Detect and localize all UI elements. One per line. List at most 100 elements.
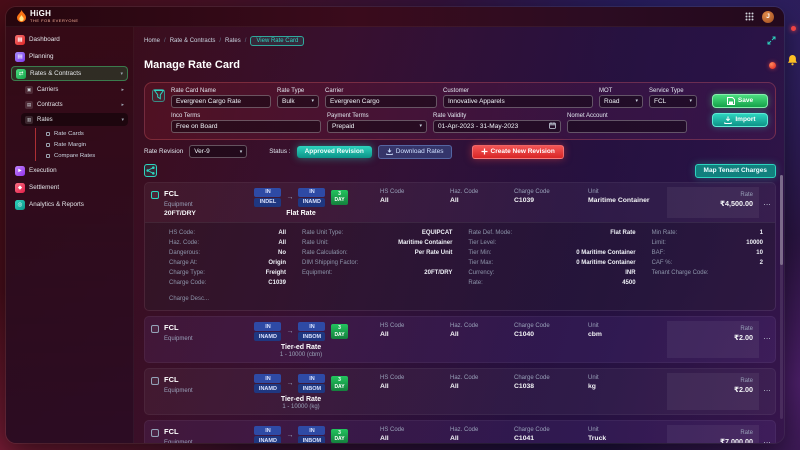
rate-row[interactable]: FCL Equipment 20FT/DRY IN INDEL — [144, 181, 776, 312]
rate-revision-select[interactable]: Ver-9 ▾ — [189, 145, 248, 159]
row-checkbox[interactable] — [151, 325, 159, 334]
row-menu-button[interactable]: ⋯ — [763, 199, 771, 209]
breadcrumb-rates[interactable]: Rates — [225, 38, 241, 44]
unit-value: Truck — [588, 435, 607, 443]
apps-grid-icon[interactable] — [745, 8, 754, 26]
sidebar-item-execution[interactable]: ► Execution — [11, 163, 128, 178]
carrier-input[interactable] — [325, 94, 437, 108]
detail-label: Haz. Code: — [169, 240, 200, 247]
field-label: Nomet Account — [567, 112, 608, 119]
rate-detail-panel: HS Code: All Haz. Code: All Dangerous: No C… — [145, 222, 775, 311]
rate-value: ₹2.00 — [734, 385, 753, 395]
detail-value: Flat Rate — [610, 230, 636, 237]
equipment-label: Equipment — [164, 336, 193, 343]
row-checkbox[interactable] — [151, 429, 159, 438]
unit-value: Maritime Container — [588, 196, 650, 204]
share-button[interactable] — [144, 164, 157, 178]
notification-bell-icon[interactable] — [787, 53, 798, 71]
notification-dot — [791, 26, 796, 31]
sidebar-item-rate-cards[interactable]: Rate Cards — [42, 128, 128, 139]
origin-country-badge: IN — [254, 374, 282, 384]
sidebar-item-label: Dashboard — [29, 36, 60, 43]
sidebar-item-rates[interactable]: ▥ Rates ▾ — [21, 113, 128, 126]
field-rate-type: Rate Type Bulk ▾ — [277, 88, 319, 108]
sidebar: ▦ Dashboard ▤ Planning ⇄ Rates & Contrac… — [6, 27, 134, 443]
detail-label: Tier Level: — [468, 240, 497, 247]
sidebar-item-dashboard[interactable]: ▦ Dashboard — [11, 32, 128, 47]
chevron-right-icon: ▸ — [121, 86, 124, 93]
customer-input[interactable] — [443, 94, 593, 108]
sidebar-item-rate-margin[interactable]: Rate Margin — [42, 139, 128, 150]
payment-terms-select[interactable]: Prepaid ▾ — [327, 119, 427, 133]
app-window: HiGH THE FOB EVERYONE J ▦ Dashboard ▤ Pl… — [6, 7, 784, 443]
download-rates-label: Download Rates — [395, 148, 444, 156]
field-label: Rate Validity — [433, 112, 467, 119]
lane-arrow-icon: → — [286, 380, 294, 388]
sidebar-item-label: Carriers — [37, 86, 59, 93]
bullet-icon — [46, 153, 50, 158]
mot-select[interactable]: Road ▾ — [599, 94, 643, 108]
rate-revision-label: Rate Revision — [144, 148, 184, 156]
transit-time-badge: 3 DAY — [331, 324, 348, 339]
app-logo[interactable]: HiGH THE FOB EVERYONE — [16, 10, 79, 23]
unit-label: Unit — [588, 323, 599, 330]
sidebar-item-label: Execution — [29, 167, 57, 174]
rate-row[interactable]: FCL Equipment IN INAMD → — [144, 368, 776, 416]
rate-row[interactable]: FCL Equipment DRY VAN IN INAMD — [144, 420, 776, 443]
detail-value: No — [277, 250, 286, 257]
save-button[interactable]: Save — [712, 93, 768, 108]
rate-type-value: Tier-ed Rate — [280, 344, 322, 352]
breadcrumb-rate-contracts[interactable]: Rate & Contracts — [169, 38, 216, 44]
sidebar-item-contracts[interactable]: ▤ Contracts ▸ — [21, 98, 128, 111]
row-checkbox[interactable] — [151, 377, 159, 386]
detail-value: Maritime Container — [398, 240, 453, 247]
destination-port-badge: INBOM — [298, 332, 326, 342]
origin-country-badge: IN — [254, 322, 282, 332]
download-rates-button[interactable]: Download Rates — [377, 144, 452, 159]
alert-indicator-icon[interactable] — [769, 61, 776, 69]
row-menu-button[interactable]: ⋯ — [763, 334, 771, 344]
sidebar-item-rates-contracts[interactable]: ⇄ Rates & Contracts ▾ — [11, 66, 128, 81]
detail-value: 10 — [756, 250, 763, 257]
charge-code-value: C1039 — [514, 196, 535, 204]
lane-arrow-icon: → — [286, 328, 294, 336]
sidebar-item-analytics-reports[interactable]: ◎ Analytics & Reports — [11, 197, 128, 212]
detail-value: EQUIPCAT — [421, 230, 453, 237]
rates-submenu: Rate Cards Rate Margin Compare Rates — [35, 128, 128, 161]
filter-button[interactable] — [152, 88, 165, 102]
settlement-icon: ◆ — [15, 182, 25, 193]
rate-validity-datepicker[interactable]: 01-Apr-2023 - 31-May-2023 — [433, 119, 561, 133]
rate-row[interactable]: FCL Equipment IN INAMD → — [144, 316, 776, 364]
sidebar-item-carriers[interactable]: ▣ Carriers ▸ — [21, 83, 128, 96]
map-tenant-charges-button[interactable]: Map Tenant Charges — [694, 163, 776, 178]
inco-terms-input[interactable] — [171, 119, 321, 133]
scrollbar-thumb[interactable] — [780, 175, 783, 265]
expand-icon[interactable] — [767, 32, 776, 50]
hs-code-label: HS Code — [380, 323, 405, 330]
equipment-label: Equipment — [164, 388, 193, 395]
flame-logo-icon — [17, 10, 26, 23]
create-new-revision-button[interactable]: Create New Revision — [471, 144, 564, 159]
sidebar-item-compare-rates[interactable]: Compare Rates — [42, 150, 128, 161]
rate-type-value: Tier-ed Rate — [280, 396, 322, 404]
row-menu-button[interactable]: ⋯ — [763, 386, 771, 396]
row-menu-button[interactable]: ⋯ — [763, 438, 771, 443]
field-label: Payment Terms — [327, 112, 369, 119]
sidebar-item-planning[interactable]: ▤ Planning — [11, 49, 128, 64]
detail-label: BAF: — [651, 250, 665, 257]
nomet-account-input[interactable] — [567, 119, 687, 133]
scrollbar[interactable] — [780, 175, 783, 419]
rate-card-name-input[interactable] — [171, 94, 271, 108]
import-button[interactable]: Import — [712, 112, 768, 127]
breadcrumb-separator: / — [219, 38, 222, 44]
row-checkbox[interactable] — [151, 190, 159, 199]
origin-port-badge: INAMD — [254, 384, 282, 394]
breadcrumb-home[interactable]: Home — [144, 38, 161, 44]
sidebar-item-settlement[interactable]: ◆ Settlement — [11, 180, 128, 195]
rate-type-select[interactable]: Bulk ▾ — [277, 94, 319, 108]
rates-contracts-icon: ⇄ — [16, 68, 26, 79]
service-type-select[interactable]: FCL ▾ — [649, 94, 697, 108]
user-avatar[interactable]: J — [762, 10, 774, 23]
detail-label: Charge Code: — [169, 280, 207, 287]
